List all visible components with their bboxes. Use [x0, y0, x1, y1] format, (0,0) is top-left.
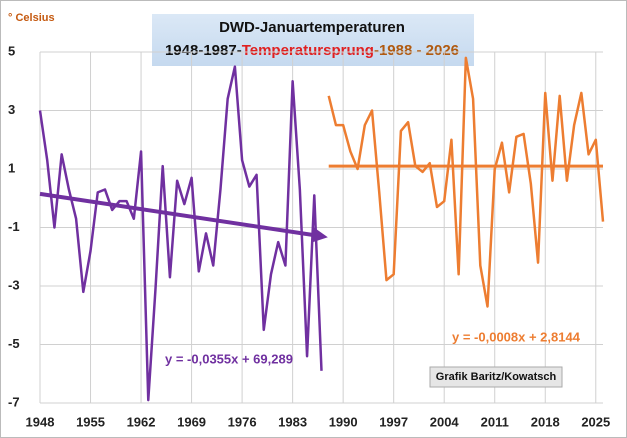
trend-line	[39, 191, 328, 243]
x-tick-label: 1983	[278, 414, 307, 429]
subtitle-part: 1948-1987-	[165, 42, 242, 59]
x-tick-label: 1955	[76, 414, 105, 429]
y-tick-label: -5	[8, 336, 20, 351]
y-tick-label: 1	[8, 160, 15, 175]
subtitle-part: Temperatursprung	[242, 42, 374, 59]
trend-equation: y = -0,0355x + 69,289	[165, 351, 293, 366]
data-line	[327, 56, 605, 308]
y-axis-label: ° Celsius	[8, 12, 55, 24]
y-tick-label: 3	[8, 102, 15, 117]
y-tick-label: -1	[8, 219, 20, 234]
x-tick-label: 2018	[531, 414, 560, 429]
x-tick-label: 2025	[581, 414, 610, 429]
x-tick-label: 1990	[329, 414, 358, 429]
credit: Grafik Baritz/Kowatsch	[436, 371, 557, 383]
chart-subtitle: 1948-1987-Temperatursprung-1988 - 2026	[165, 42, 459, 59]
x-tick-label: 1997	[379, 414, 408, 429]
x-tick-label: 2004	[430, 414, 460, 429]
x-tick-label: 1969	[177, 414, 206, 429]
x-tick-label: 1962	[127, 414, 156, 429]
trend-equation: y = -0,0008x + 2,8144	[452, 329, 581, 344]
credit-box	[429, 366, 563, 388]
x-tick-label: 1976	[228, 414, 257, 429]
x-tick-label: 2011	[481, 414, 509, 429]
y-tick-label: 5	[8, 43, 15, 58]
x-tick-label: 1948	[26, 414, 55, 429]
title-box	[152, 14, 474, 66]
chart-title: DWD-Januartemperaturen	[219, 19, 405, 36]
data-line	[38, 65, 323, 402]
subtitle-part: -1988 - 2026	[374, 42, 459, 59]
y-tick-label: -3	[8, 277, 20, 292]
y-tick-label: -7	[8, 394, 20, 409]
